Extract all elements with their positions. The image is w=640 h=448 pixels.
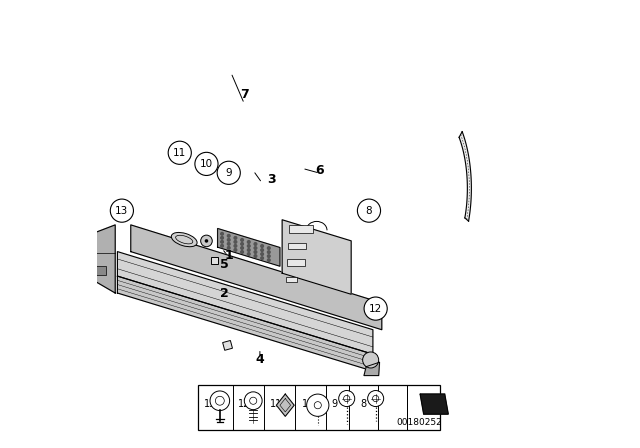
- Circle shape: [234, 249, 237, 251]
- Circle shape: [205, 239, 208, 243]
- Text: 12: 12: [237, 399, 250, 409]
- Polygon shape: [117, 252, 373, 354]
- Circle shape: [363, 352, 379, 368]
- Circle shape: [227, 246, 230, 249]
- Circle shape: [227, 234, 230, 237]
- Circle shape: [254, 255, 257, 258]
- Text: 8: 8: [360, 399, 366, 409]
- Circle shape: [248, 241, 250, 243]
- Circle shape: [307, 394, 329, 416]
- Circle shape: [221, 241, 223, 243]
- Circle shape: [201, 235, 212, 247]
- Polygon shape: [117, 276, 373, 371]
- Polygon shape: [459, 132, 472, 221]
- Circle shape: [234, 245, 237, 247]
- Circle shape: [241, 247, 243, 249]
- Text: 10: 10: [200, 159, 213, 169]
- Bar: [288, 243, 306, 250]
- Text: 13: 13: [204, 399, 216, 409]
- Polygon shape: [282, 220, 351, 294]
- Circle shape: [241, 250, 243, 253]
- Text: 13: 13: [115, 206, 129, 215]
- Bar: [211, 257, 218, 264]
- Bar: [286, 276, 298, 282]
- Text: 7: 7: [240, 88, 249, 101]
- Bar: [91, 266, 106, 275]
- Circle shape: [339, 391, 355, 406]
- Circle shape: [241, 239, 243, 241]
- Circle shape: [268, 255, 270, 258]
- Circle shape: [357, 199, 381, 222]
- Text: 4: 4: [255, 353, 264, 366]
- Circle shape: [268, 251, 270, 254]
- Circle shape: [168, 141, 191, 164]
- Bar: [198, 385, 440, 430]
- Circle shape: [254, 251, 257, 254]
- Ellipse shape: [172, 233, 197, 247]
- Text: 10: 10: [302, 399, 314, 409]
- Text: 11: 11: [173, 148, 186, 158]
- Polygon shape: [364, 362, 380, 375]
- Circle shape: [234, 241, 237, 243]
- Circle shape: [110, 199, 134, 222]
- Circle shape: [254, 243, 257, 246]
- Text: 3: 3: [267, 173, 275, 186]
- Circle shape: [248, 249, 250, 251]
- Circle shape: [221, 245, 223, 247]
- Circle shape: [241, 243, 243, 246]
- Polygon shape: [218, 228, 280, 266]
- Polygon shape: [88, 225, 115, 293]
- Polygon shape: [420, 394, 448, 414]
- Text: 1: 1: [225, 249, 233, 262]
- Text: 2: 2: [220, 287, 228, 300]
- Text: 00180252: 00180252: [397, 418, 442, 427]
- Circle shape: [248, 245, 250, 247]
- Circle shape: [364, 297, 387, 320]
- Circle shape: [244, 392, 262, 409]
- Circle shape: [227, 242, 230, 245]
- Text: 6: 6: [316, 164, 324, 177]
- Circle shape: [195, 152, 218, 176]
- Circle shape: [260, 253, 264, 255]
- Bar: [289, 225, 314, 233]
- Polygon shape: [276, 394, 294, 416]
- Circle shape: [367, 391, 383, 406]
- Circle shape: [260, 245, 264, 247]
- Circle shape: [221, 237, 223, 239]
- Circle shape: [268, 259, 270, 262]
- Text: 11: 11: [269, 399, 282, 409]
- Circle shape: [217, 161, 240, 185]
- Text: 9: 9: [225, 168, 232, 178]
- Polygon shape: [131, 225, 382, 330]
- Circle shape: [268, 247, 270, 250]
- Bar: [223, 340, 232, 350]
- Circle shape: [260, 249, 264, 251]
- Circle shape: [254, 247, 257, 250]
- Circle shape: [260, 257, 264, 259]
- Circle shape: [248, 253, 250, 255]
- Text: 9: 9: [331, 399, 337, 409]
- Bar: [287, 259, 305, 266]
- Circle shape: [210, 391, 230, 410]
- Text: 12: 12: [369, 304, 382, 314]
- Text: 5: 5: [220, 258, 228, 271]
- Circle shape: [234, 237, 237, 239]
- Circle shape: [221, 233, 223, 235]
- Text: 8: 8: [365, 206, 372, 215]
- Circle shape: [227, 238, 230, 241]
